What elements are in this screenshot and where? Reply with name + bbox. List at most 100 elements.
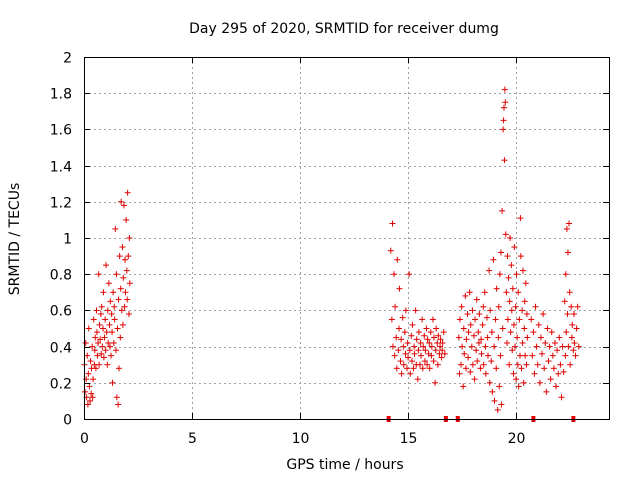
data-point	[566, 289, 573, 296]
data-point	[518, 365, 525, 372]
data-point	[516, 316, 523, 323]
data-point	[567, 361, 574, 368]
data-point	[521, 325, 528, 332]
data-point	[500, 126, 507, 133]
y-axis-title: SRMTID / TECUs	[7, 183, 23, 296]
data-point	[85, 370, 92, 377]
data-point	[489, 388, 496, 395]
data-point	[406, 347, 413, 354]
data-point	[84, 401, 91, 408]
data-point	[439, 347, 446, 354]
data-point	[439, 339, 446, 346]
data-point	[501, 157, 508, 164]
data-points	[81, 86, 582, 413]
data-point	[509, 285, 516, 292]
data-point	[571, 311, 577, 318]
data-point	[523, 361, 530, 368]
y-tick-label: 1.2	[50, 196, 72, 212]
data-point	[512, 303, 519, 310]
axis-ticks	[84, 57, 609, 420]
data-point	[464, 311, 471, 318]
data-point	[479, 321, 486, 328]
data-point	[90, 316, 97, 323]
data-point	[514, 361, 521, 368]
data-point	[122, 289, 129, 296]
data-point	[574, 303, 581, 310]
data-point	[124, 296, 131, 303]
y-tick-label: 1.4	[50, 160, 72, 176]
data-point	[434, 339, 441, 346]
data-point	[97, 311, 104, 318]
data-point	[437, 343, 444, 350]
data-point	[488, 329, 495, 336]
data-point	[495, 334, 502, 341]
y-tick-label: 1.8	[50, 87, 72, 103]
data-point	[476, 311, 483, 318]
data-point	[458, 303, 465, 310]
data-point	[560, 368, 567, 375]
data-point	[499, 207, 506, 214]
data-point	[556, 334, 563, 341]
data-point	[436, 350, 443, 357]
data-point	[434, 361, 441, 368]
data-point	[557, 361, 564, 368]
data-point	[496, 383, 503, 390]
data-point	[545, 358, 552, 365]
y-tick-label: 2	[63, 51, 72, 67]
data-point	[428, 343, 435, 350]
data-point	[116, 253, 123, 260]
data-point	[126, 280, 133, 287]
data-point	[118, 198, 125, 205]
data-point	[396, 285, 403, 292]
data-point	[562, 271, 569, 278]
data-point	[411, 350, 418, 357]
data-point	[470, 332, 477, 339]
data-point	[95, 271, 102, 278]
data-point	[462, 292, 469, 299]
x-tick-label: 20	[508, 431, 526, 447]
data-point	[108, 352, 115, 359]
y-tick-labels: 0 0.2 0.4 0.6 0.8 1 1.2 1.4 1.6 1.8 2	[50, 51, 72, 429]
data-point	[113, 271, 120, 278]
data-point	[106, 343, 113, 350]
data-point	[429, 316, 436, 323]
data-point	[440, 329, 447, 336]
data-point	[548, 329, 555, 336]
data-point	[119, 321, 126, 328]
data-point	[431, 334, 437, 341]
data-point	[504, 316, 511, 323]
data-point	[519, 339, 526, 346]
data-point	[123, 267, 130, 274]
data-point	[396, 325, 402, 332]
data-point	[120, 202, 127, 209]
data-point	[555, 370, 562, 377]
data-point	[474, 358, 481, 365]
data-point	[486, 267, 493, 274]
data-point	[498, 401, 505, 408]
data-point	[506, 298, 513, 305]
data-point	[487, 307, 494, 314]
data-point	[98, 303, 105, 310]
data-point	[461, 350, 468, 357]
data-point	[124, 189, 131, 196]
data-point	[458, 361, 465, 368]
data-point	[475, 339, 482, 346]
data-point	[505, 274, 512, 281]
data-point	[559, 343, 566, 350]
data-point	[92, 334, 99, 341]
data-point	[85, 325, 92, 332]
data-point	[456, 370, 463, 377]
data-point	[542, 339, 549, 346]
data-point	[408, 332, 415, 339]
data-point	[116, 365, 122, 372]
x-tick-label: 0	[80, 431, 89, 447]
data-point	[109, 379, 116, 386]
data-point	[553, 383, 560, 390]
data-point	[419, 316, 426, 323]
data-point	[424, 361, 431, 368]
data-point	[107, 298, 114, 305]
data-point	[492, 316, 499, 323]
data-point	[520, 379, 527, 386]
data-point	[409, 321, 416, 328]
data-point	[544, 325, 551, 332]
